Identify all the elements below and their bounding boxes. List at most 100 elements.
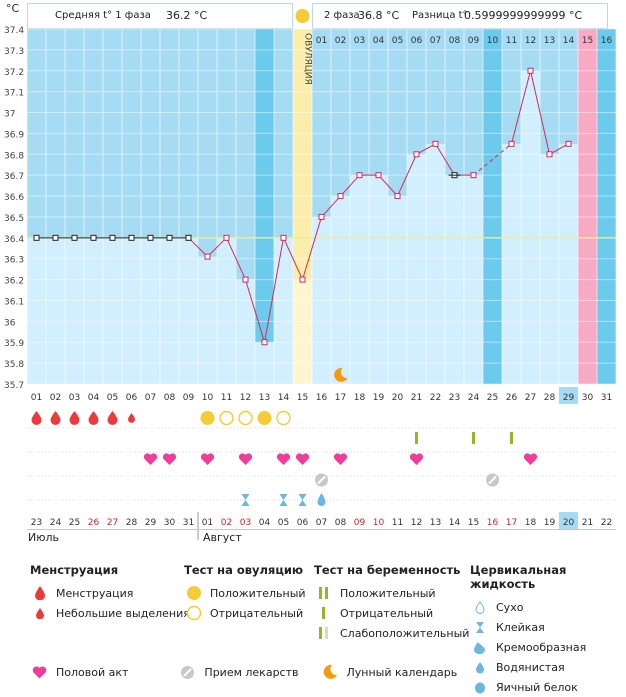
temperature-bar <box>65 237 84 384</box>
date-label: 21 <box>582 518 593 528</box>
heart-icon <box>30 666 48 679</box>
y-tick-label: 37 <box>4 110 15 120</box>
temperature-line <box>302 216 322 280</box>
cycle-day-label: 03 <box>69 393 80 403</box>
date-label: 02 <box>221 518 232 528</box>
y-tick-label: 35.8 <box>4 360 24 370</box>
temperature-point <box>318 213 325 220</box>
positive-ovulation-test-icon <box>200 411 215 425</box>
heart-icon <box>162 453 177 465</box>
temperature-line <box>340 174 360 197</box>
temperature-bar <box>103 237 122 384</box>
y-tick-label: 36.7 <box>4 172 24 182</box>
cycle-day-label: 29 <box>563 393 575 403</box>
current-day-highlight <box>559 387 578 404</box>
pill-icon-stroke <box>488 475 497 485</box>
date-label: 08 <box>335 518 347 528</box>
temperature-point <box>413 151 420 158</box>
dpo-label: 02 <box>335 36 346 46</box>
column-bg <box>255 29 274 384</box>
cycle-day-label: 26 <box>506 393 518 403</box>
date-label: 22 <box>601 518 612 528</box>
temperature-bar <box>521 70 540 384</box>
date-label: 11 <box>392 518 403 528</box>
moon-icon <box>334 367 348 382</box>
cycle-day-label: 28 <box>544 393 556 403</box>
temperature-bar <box>445 175 464 384</box>
temperature-line <box>207 237 227 257</box>
egg-white-icon <box>470 681 490 694</box>
temperature-bar <box>388 196 407 384</box>
cycle-day-label: 06 <box>126 393 138 403</box>
y-tick-label: 36.4 <box>4 235 24 245</box>
month-july: Июль <box>28 531 60 544</box>
temperature-bar <box>559 143 578 384</box>
column-bg <box>597 29 616 384</box>
dpo-label: 04 <box>373 36 385 46</box>
temperature-bar <box>46 237 65 384</box>
temperature-point <box>185 234 192 241</box>
heart-icon <box>523 453 538 465</box>
temperature-point <box>356 172 363 179</box>
dpo-label: 12 <box>525 36 536 46</box>
dpo-label: 14 <box>563 36 575 46</box>
temperature-bar <box>312 216 331 384</box>
pregnancy-test-icon <box>415 432 418 444</box>
temperature-bar <box>293 279 312 384</box>
y-tick-label: 36.6 <box>4 193 24 203</box>
dpo-label: 10 <box>487 36 499 46</box>
cycle-day-label: 30 <box>582 393 594 403</box>
date-label: 20 <box>563 518 575 528</box>
date-label: 07 <box>316 518 327 528</box>
menstruation-drop-icon <box>107 411 118 425</box>
menstruation-drop-icon <box>69 411 80 425</box>
dpo-label: 11 <box>506 36 517 46</box>
temperature-line <box>188 237 208 257</box>
date-label: 17 <box>506 518 517 528</box>
temperature-bar <box>27 237 46 384</box>
date-label: 01 <box>202 518 213 528</box>
temperature-bar <box>464 175 483 384</box>
cycle-day-label: 11 <box>221 393 232 403</box>
legend-ovulation-negative: Отрицательный <box>210 606 304 620</box>
heart-icon <box>333 453 348 465</box>
dpo-label: 13 <box>544 36 555 46</box>
y-tick-label: 36.3 <box>4 256 24 266</box>
temperature-point <box>128 234 135 241</box>
dpo-label: 16 <box>601 36 613 46</box>
cycle-day-label: 10 <box>202 393 214 403</box>
temperature-line <box>378 174 398 197</box>
cycle-day-label: 31 <box>601 393 612 403</box>
legend-cervical-eggwhite: Яичный белок <box>496 680 578 694</box>
temperature-point <box>394 193 401 200</box>
temperature-line <box>264 237 284 343</box>
date-label: 26 <box>88 518 100 528</box>
temperature-point <box>280 234 287 241</box>
date-label: 28 <box>126 518 138 528</box>
y-tick-label: 36.5 <box>4 214 24 224</box>
temperature-point <box>90 234 97 241</box>
menstruation-drop-icon <box>31 411 42 425</box>
cycle-day-label: 13 <box>259 393 270 403</box>
current-date-highlight <box>559 512 578 529</box>
temperature-bar <box>122 237 141 384</box>
temperature-line-dashed <box>473 143 512 176</box>
temperature-bar <box>407 154 426 384</box>
temperature-bar <box>502 143 521 384</box>
cycle-day-label: 01 <box>31 393 42 403</box>
date-label: 12 <box>411 518 422 528</box>
legend-cervical-creamy: Кремообразная <box>496 640 587 654</box>
temperature-point <box>432 140 439 147</box>
negative-pregnancy-test-icon <box>314 606 334 620</box>
cycle-day-label: 04 <box>88 393 100 403</box>
temperature-bar <box>198 256 217 384</box>
legend-cervical-dry: Сухо <box>496 600 524 614</box>
legend-cervical: Цервикальная жидкость Сухо Клейкая Кремо… <box>470 563 626 697</box>
positive-pregnancy-test-icon <box>314 586 334 600</box>
temperature-point <box>147 234 154 241</box>
legend-spotting-item: Небольшие выделения <box>56 606 190 620</box>
cycle-day-label: 24 <box>468 393 480 403</box>
creamy-icon <box>470 641 490 654</box>
pregnancy-test-icon <box>510 432 513 444</box>
temperature-point <box>261 339 268 346</box>
